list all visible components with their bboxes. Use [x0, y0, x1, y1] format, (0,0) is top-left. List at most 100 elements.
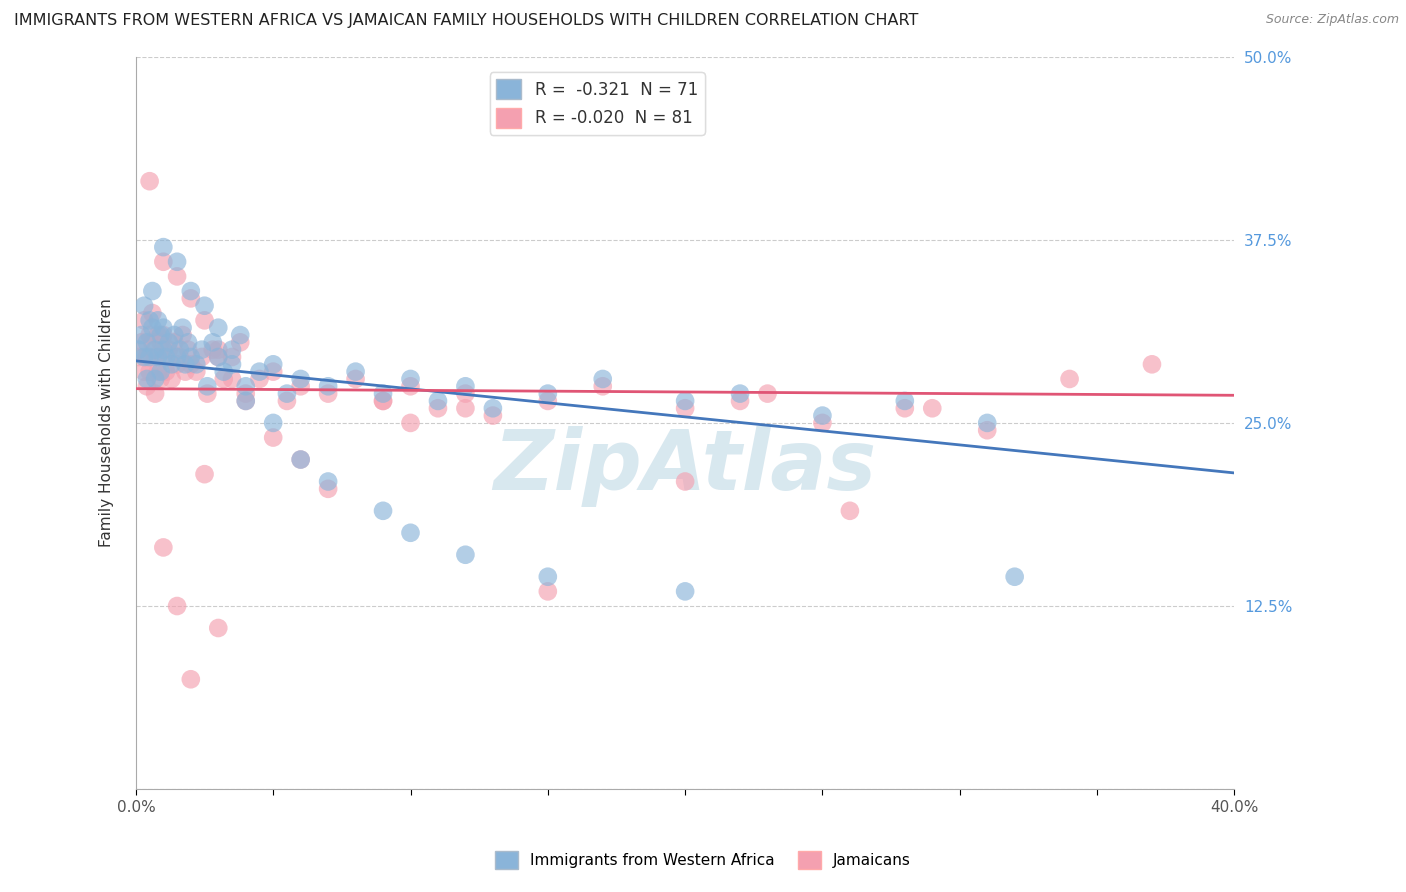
Point: [143, 386, 166, 401]
Point: [207, 320, 229, 334]
Point: [371, 393, 394, 408]
Text: ZipAtlas: ZipAtlas: [494, 426, 877, 508]
Point: [249, 372, 271, 386]
Legend: Immigrants from Western Africa, Jamaicans: Immigrants from Western Africa, Jamaican…: [489, 845, 917, 875]
Point: [143, 343, 166, 357]
Point: [399, 525, 422, 540]
Point: [149, 365, 172, 379]
Point: [135, 350, 157, 364]
Text: IMMIGRANTS FROM WESTERN AFRICA VS JAMAICAN FAMILY HOUSEHOLDS WITH CHILDREN CORRE: IMMIGRANTS FROM WESTERN AFRICA VS JAMAIC…: [14, 13, 918, 29]
Point: [454, 548, 477, 562]
Point: [149, 372, 172, 386]
Point: [135, 372, 157, 386]
Point: [276, 393, 298, 408]
Point: [163, 328, 186, 343]
Point: [1140, 357, 1163, 371]
Point: [174, 357, 197, 371]
Point: [207, 621, 229, 635]
Point: [235, 393, 257, 408]
Point: [454, 401, 477, 416]
Point: [221, 357, 243, 371]
Point: [537, 584, 560, 599]
Point: [221, 350, 243, 364]
Point: [180, 292, 202, 306]
Point: [134, 365, 156, 379]
Point: [135, 335, 157, 350]
Point: [207, 343, 229, 357]
Point: [537, 393, 560, 408]
Point: [160, 357, 183, 371]
Point: [138, 350, 160, 364]
Point: [135, 379, 157, 393]
Point: [191, 343, 214, 357]
Point: [221, 372, 243, 386]
Point: [537, 386, 560, 401]
Point: [811, 409, 834, 423]
Point: [138, 313, 160, 327]
Point: [1059, 372, 1081, 386]
Point: [235, 386, 257, 401]
Point: [163, 335, 186, 350]
Point: [149, 328, 172, 343]
Point: [235, 393, 257, 408]
Point: [146, 328, 169, 343]
Point: [316, 475, 339, 489]
Point: [399, 372, 422, 386]
Point: [157, 343, 180, 357]
Point: [221, 343, 243, 357]
Point: [371, 386, 394, 401]
Point: [673, 401, 696, 416]
Point: [482, 409, 505, 423]
Point: [152, 328, 174, 343]
Point: [131, 335, 153, 350]
Point: [207, 350, 229, 364]
Point: [212, 365, 235, 379]
Point: [177, 335, 200, 350]
Point: [134, 313, 156, 327]
Point: [169, 343, 191, 357]
Point: [146, 350, 169, 364]
Point: [166, 357, 188, 371]
Point: [201, 335, 224, 350]
Point: [262, 431, 284, 445]
Point: [976, 423, 998, 437]
Point: [146, 365, 169, 379]
Point: [131, 328, 153, 343]
Point: [143, 372, 166, 386]
Point: [894, 393, 917, 408]
Point: [152, 350, 174, 364]
Point: [482, 401, 505, 416]
Point: [426, 401, 449, 416]
Point: [141, 320, 163, 334]
Point: [195, 386, 218, 401]
Point: [186, 357, 208, 371]
Point: [201, 343, 224, 357]
Point: [141, 306, 163, 320]
Point: [290, 379, 312, 393]
Point: [262, 357, 284, 371]
Point: [180, 357, 202, 371]
Point: [371, 504, 394, 518]
Point: [157, 335, 180, 350]
Point: [155, 350, 177, 364]
Y-axis label: Family Households with Children: Family Households with Children: [100, 299, 114, 548]
Point: [160, 372, 183, 386]
Point: [166, 254, 188, 268]
Point: [207, 350, 229, 364]
Point: [728, 393, 751, 408]
Point: [155, 365, 177, 379]
Point: [756, 386, 779, 401]
Legend: R =  -0.321  N = 71, R = -0.020  N = 81: R = -0.321 N = 71, R = -0.020 N = 81: [489, 72, 704, 135]
Point: [249, 365, 271, 379]
Point: [180, 673, 202, 687]
Point: [152, 320, 174, 334]
Point: [316, 386, 339, 401]
Point: [921, 401, 943, 416]
Point: [399, 416, 422, 430]
Point: [149, 335, 172, 350]
Point: [134, 299, 156, 313]
Point: [344, 372, 367, 386]
Point: [592, 372, 614, 386]
Point: [235, 379, 257, 393]
Point: [673, 393, 696, 408]
